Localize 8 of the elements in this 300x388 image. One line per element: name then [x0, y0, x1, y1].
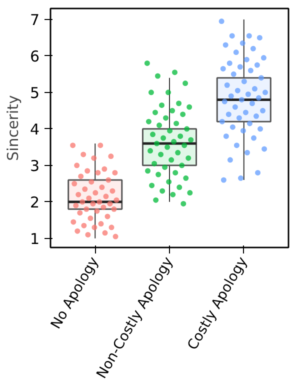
y-axis-title: Sincerity	[4, 94, 22, 161]
y-tick-label: 3	[30, 156, 40, 175]
y-tick-label: 5	[30, 84, 40, 102]
y-tick-label: 2	[30, 193, 40, 212]
y-tick-label: 4	[30, 120, 40, 138]
y-tick-label: 6	[30, 47, 40, 66]
y-tick-label: 1	[30, 230, 40, 248]
y-tick-label: 7	[30, 10, 40, 29]
